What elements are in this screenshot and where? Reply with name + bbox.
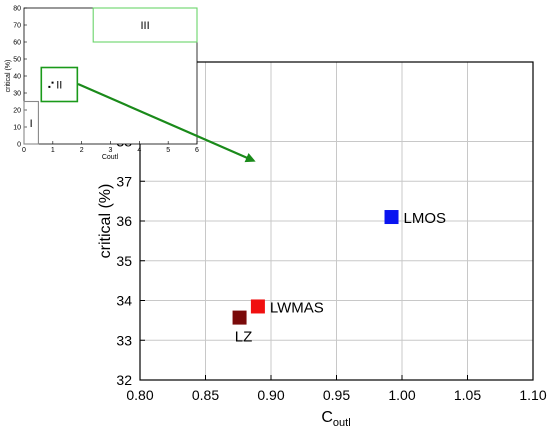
inset-y-tick-label: 60	[13, 40, 21, 47]
main-chart: 0.80 0.85 0.90 0.95 1.00 1.05 1.10323334353637…	[97, 61, 547, 429]
inset-region-label-i: I	[30, 118, 33, 130]
main-points	[232, 210, 399, 325]
zoom-arrow	[77, 82, 256, 163]
main-x-axis-label-main: C	[321, 409, 333, 426]
main-x-tick-label: 1.10	[519, 387, 546, 403]
main-x-tick-label: 0.85	[192, 387, 219, 403]
inset-y-tick-label: 0	[17, 142, 21, 149]
main-y-axis-label: critical (%)	[97, 184, 114, 259]
main-x-axis-label-subscript: outl	[333, 417, 351, 429]
main-y-tick-label: 33	[116, 332, 132, 348]
inset-x-tick-label: 1	[51, 147, 55, 154]
inset-y-tick-label: 30	[13, 91, 21, 98]
inset-region-iii	[92, 7, 198, 43]
main-y-tick-label: 35	[116, 253, 132, 269]
inset-region-i	[23, 100, 39, 145]
main-x-tick-label: 0.95	[323, 387, 350, 403]
inset-region-label-iii: III	[141, 20, 150, 32]
main-x-tick-label: 1.00	[388, 387, 415, 403]
main-point-label-lmos: LMOS	[404, 210, 447, 227]
main-plot-frame	[139, 61, 534, 381]
inset-region-label-ii: II	[56, 80, 62, 92]
inset-y-tick-label: 80	[13, 6, 21, 13]
inset-y-tick-label: 40	[13, 74, 21, 81]
inset-points	[48, 81, 54, 88]
main-point-lwmas	[250, 299, 265, 314]
inset-background	[24, 8, 197, 144]
main-x-tick-label: 0.80	[126, 387, 153, 403]
main-x-tick-label: 1.05	[454, 387, 481, 403]
inset-y-tick-label: 10	[13, 125, 21, 132]
inset-x-tick-label: 5	[166, 147, 170, 154]
main-y-tick-label: 32	[116, 372, 132, 388]
main-x-axis-label: Coutl	[321, 409, 350, 429]
main-y-tick-label: 36	[116, 213, 132, 229]
main-point-labels: LMOS LWMAS LZ	[235, 210, 446, 346]
inset-x-tick-label: 0	[22, 147, 26, 154]
inset-point	[51, 81, 54, 84]
inset-x-tick-label: 3	[109, 147, 113, 154]
inset-y-axis-label: critical (%)	[5, 60, 12, 93]
main-y-tick-label: 34	[116, 293, 132, 309]
main-y-tick-label: 37	[116, 173, 132, 189]
inset-x-tick-label: 4	[137, 147, 141, 154]
main-point-lz	[232, 310, 247, 325]
inset-x-tick-label: 6	[195, 147, 199, 154]
main-point-label-lz: LZ	[235, 329, 253, 346]
inset-point	[48, 85, 51, 88]
main-point-lmos	[384, 210, 399, 225]
inset-y-tick-label: 70	[13, 23, 21, 30]
main-x-tick-label: 0.90	[257, 387, 284, 403]
inset-region-ii	[40, 66, 79, 103]
inset-x-tick-label: 2	[80, 147, 84, 154]
main-point-label-lwmas: LWMAS	[270, 299, 324, 316]
inset-x-axis-label: Coutl	[102, 154, 119, 161]
inset-y-tick-label: 20	[13, 108, 21, 115]
main-grid	[140, 62, 533, 380]
inset-y-tick-label: 50	[13, 57, 21, 64]
